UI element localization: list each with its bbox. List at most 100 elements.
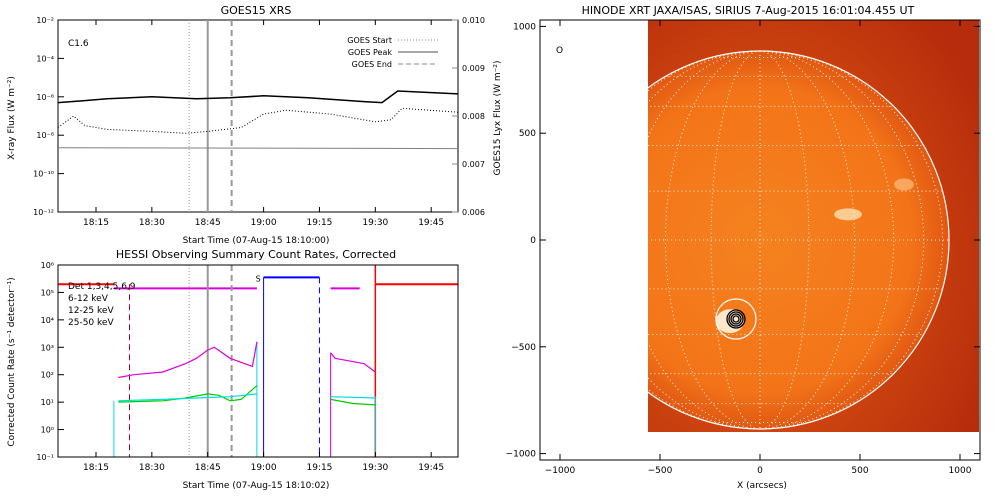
- goes-xlabel: Start Time (07-Aug-15 18:10:00): [183, 236, 330, 246]
- goes-yr-tick-label: 0.009: [462, 64, 485, 73]
- hessi-legend: Det 1,3,4,5,6,9 6-12 keV 12-25 keV 25-50 ke…: [68, 282, 136, 328]
- goes-x-tick-label: 19:00: [251, 218, 277, 228]
- hessi-x-tick-label: 19:45: [418, 463, 444, 473]
- xrt-y-tick-label: −500: [511, 343, 536, 353]
- hessi-y-tick-label: 10¹: [41, 398, 54, 407]
- xrt-longitude-line: [665, 50, 761, 430]
- xrt-image: [648, 20, 979, 432]
- goes-x-tick-label: 18:45: [195, 218, 221, 228]
- xrt-corner-label: O: [556, 46, 563, 56]
- goes-y-tick-label: 10⁻¹²: [33, 208, 54, 217]
- hessi-series-line: [118, 341, 258, 379]
- goes-xrs-panel: GOES15 XRS Start Time (07-Aug-15 18:10:0…: [7, 4, 503, 246]
- hessi-y-tick-label: 10⁰: [41, 426, 54, 435]
- goes-y-tick-label: 10⁻⁴: [36, 54, 54, 63]
- xrt-contour: [728, 311, 744, 327]
- goes-yr-tick-label: 0.006: [462, 208, 485, 217]
- goes-title: GOES15 XRS: [221, 4, 292, 17]
- xrt-y-tick-label: 500: [519, 129, 536, 139]
- goes-y-tick-label: 10⁻²: [36, 16, 54, 25]
- goes-y-tick-label: 10⁻¹⁰: [33, 170, 54, 179]
- xrt-y-tick-label: 0: [530, 236, 536, 246]
- hessi-y-tick-label: 10⁵: [41, 288, 54, 297]
- goes-series-line: [57, 107, 459, 134]
- xrt-title: HINODE XRT JAXA/ISAS, SIRIUS 7-Aug-2015 …: [582, 4, 915, 17]
- goes-plot-area: 18:15 18:30 18:45 19:00 19:15 19:30 19:45 10⁻¹²…: [33, 16, 485, 228]
- goes-y-tick-label: 10⁻⁶: [36, 93, 54, 102]
- goes-yr-tick-label: 0.008: [462, 112, 485, 121]
- goes-x-tick-label: 19:15: [306, 218, 332, 228]
- hessi-x-tick-label: 19:15: [306, 463, 332, 473]
- hessi-legend-label: 12-25 keV: [68, 306, 114, 316]
- xrt-x-tick-label: −1000: [545, 466, 576, 476]
- hessi-x-tick-label: 18:15: [83, 463, 109, 473]
- xrt-contour: [732, 315, 740, 323]
- goes-legend: GOES Start GOES Peak GOES End: [347, 36, 438, 69]
- hessi-plot-area: S 18:15 18:30 18:45 19:00 19:15 19:30 19:45 10⁻¹…: [36, 261, 459, 473]
- hessi-series-line: [330, 396, 376, 399]
- hessi-title: HESSI Observing Summary Count Rates, Cor…: [116, 248, 396, 261]
- hessi-x-tick-label: 19:30: [362, 463, 388, 473]
- goes-yr-tick-label: 0.010: [462, 16, 485, 25]
- xrt-contour: [726, 309, 746, 329]
- hessi-x-tick-label: 18:30: [139, 463, 165, 473]
- hessi-axes-frame: [57, 264, 459, 458]
- hinode-xrt-panel: HINODE XRT JAXA/ISAS, SIRIUS 7-Aug-2015 …: [506, 4, 981, 491]
- goes-x-tick-label: 18:15: [83, 218, 109, 228]
- hessi-y-tick-label: 10³: [41, 343, 54, 352]
- hessi-x-tick-label: 18:45: [195, 463, 221, 473]
- xrt-active-region: [716, 309, 744, 334]
- hessi-series-line: [118, 393, 257, 402]
- goes-x-tick-label: 18:30: [139, 218, 165, 228]
- goes-x-tick-label: 19:30: [362, 218, 388, 228]
- xrt-y-tick-label: −1000: [506, 450, 537, 460]
- goes-x-tick-label: 19:45: [418, 218, 444, 228]
- xrt-y-tick-label: 1000: [513, 22, 536, 32]
- hessi-y-tick-label: 10⁴: [41, 316, 54, 325]
- xrt-image-area: −1000 −500 0 500 1000 1000 500 0 −500 −1000: [506, 19, 981, 476]
- xrt-x-tick-label: 1000: [949, 466, 972, 476]
- goes-yr-tick-label: 0.007: [462, 160, 485, 169]
- goes-legend-label: GOES Start: [347, 36, 392, 45]
- hessi-saa-label: S: [256, 274, 261, 283]
- goes-ylabel: X-ray Flux (W m⁻²): [7, 76, 17, 160]
- goes-axes-frame: [57, 19, 459, 213]
- xrt-fov-circle: [715, 298, 757, 340]
- hessi-ylabel: Corrected Count Rate (s⁻¹ detector⁻¹): [7, 277, 17, 446]
- xrt-x-tick-label: 500: [851, 466, 868, 476]
- hessi-y-tick-label: 10⁻¹: [36, 453, 54, 462]
- xrt-contour: [730, 313, 742, 325]
- goes-legend-label: GOES Peak: [348, 48, 393, 57]
- xrt-longitude-line: [759, 50, 925, 430]
- hessi-legend-label: 25-50 keV: [68, 318, 114, 328]
- xrt-longitude-line: [710, 50, 761, 430]
- xrt-longitude-line: [576, 50, 761, 430]
- xrt-active-region: [894, 178, 914, 191]
- hessi-detectors-label: Det 1,3,4,5,6,9: [68, 282, 136, 292]
- goes-legend-label: GOES End: [352, 60, 392, 69]
- hessi-xlabel: Start Time (07-Aug-15 18:10:02): [183, 481, 330, 491]
- xrt-heliographic-grid: [571, 50, 949, 430]
- goes-y-tick-label: 10⁻⁸: [36, 131, 54, 140]
- hessi-panel: HESSI Observing Summary Count Rates, Cor…: [7, 248, 459, 491]
- goes-ylabel-right: GOES15 Lyx Flux (W m⁻²): [493, 61, 503, 176]
- goes-series-line: [57, 147, 459, 150]
- goes-flare-class: C1.6: [68, 39, 89, 49]
- hessi-x-tick-label: 19:00: [251, 463, 277, 473]
- xrt-limb-circle: [570, 50, 950, 430]
- hessi-y-tick-label: 10⁶: [41, 261, 54, 270]
- xrt-x-tick-label: −500: [648, 466, 673, 476]
- xrt-longitude-line: [595, 50, 761, 430]
- hessi-legend-label: 6-12 keV: [68, 294, 109, 304]
- hessi-series-line: [330, 352, 376, 373]
- goes-series-line: [57, 90, 459, 104]
- xrt-longitude-line: [759, 50, 810, 430]
- xrt-longitude-line: [759, 50, 855, 430]
- xrt-xlabel: X (arcsecs): [737, 481, 787, 491]
- hessi-series-line: [330, 398, 376, 406]
- hessi-y-tick-label: 10²: [41, 371, 54, 380]
- hessi-series-line: [118, 385, 258, 403]
- xrt-active-region: [834, 208, 862, 221]
- xrt-x-tick-label: 0: [757, 466, 763, 476]
